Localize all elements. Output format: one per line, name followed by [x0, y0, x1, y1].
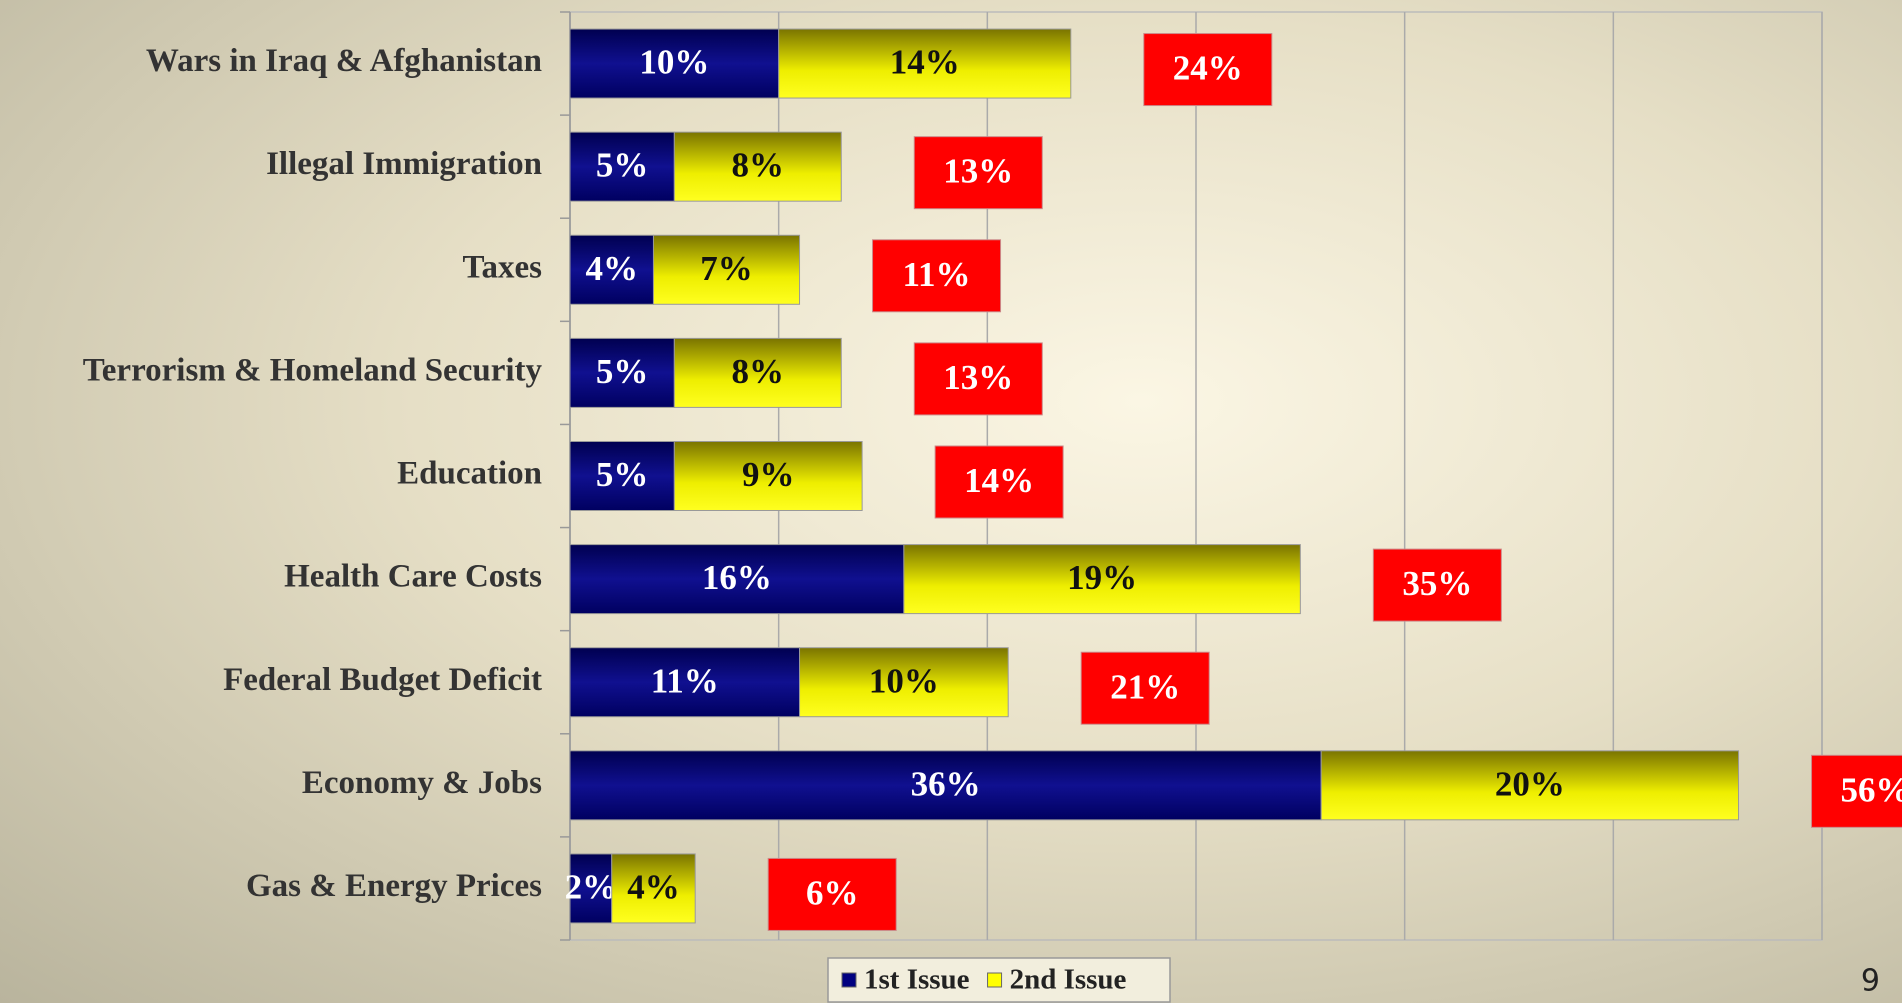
value-label: 5%: [596, 146, 649, 185]
value-label: 4%: [585, 249, 638, 288]
bar-segment: [569, 647, 801, 718]
value-label: 8%: [732, 352, 785, 391]
bar-segment: [673, 131, 842, 202]
total-label: 35%: [1402, 564, 1472, 603]
total-box: [913, 342, 1043, 416]
page-number: 9: [1861, 964, 1880, 999]
total-box: [913, 136, 1043, 210]
total-label: 11%: [902, 255, 970, 294]
legend-label: 1st Issue: [864, 964, 970, 996]
bar-segment: [569, 337, 675, 408]
category-label: Taxes: [463, 249, 543, 285]
value-label: 19%: [1067, 558, 1137, 597]
total-label: 21%: [1110, 667, 1180, 706]
value-label: 10%: [869, 661, 939, 700]
value-label: 20%: [1495, 764, 1565, 803]
value-label: 9%: [742, 455, 795, 494]
bar-segment: [903, 544, 1301, 615]
total-label: 13%: [943, 152, 1013, 191]
total-label: 24%: [1173, 49, 1243, 88]
legend-swatch: [841, 972, 857, 988]
bar-segment: [652, 234, 801, 305]
bar-segment: [569, 853, 613, 924]
total-box: [1143, 33, 1273, 107]
total-label: 6%: [806, 873, 859, 912]
value-label: 7%: [700, 249, 753, 288]
total-box: [934, 445, 1064, 519]
value-label: 10%: [639, 43, 709, 82]
category-label: Illegal Immigration: [266, 146, 542, 182]
bar-segment: [799, 647, 1009, 718]
category-label: Gas & Energy Prices: [246, 868, 542, 904]
bar-segment: [611, 853, 696, 924]
value-label: 5%: [596, 455, 649, 494]
value-label: 4%: [627, 867, 680, 906]
value-label: 8%: [732, 146, 785, 185]
category-label: Education: [397, 456, 542, 492]
bar-segment: [569, 441, 675, 511]
category-label: Terrorism & Homeland Security: [83, 352, 543, 388]
bar-segment: [673, 337, 842, 408]
total-label: 56%: [1841, 770, 1902, 809]
value-label: 36%: [911, 764, 981, 803]
category-label: Health Care Costs: [284, 559, 542, 595]
value-label: 2%: [565, 867, 618, 906]
category-label: Federal Budget Deficit: [223, 662, 542, 698]
value-label: 5%: [596, 352, 649, 391]
total-box: [1811, 754, 1902, 828]
value-label: 16%: [702, 558, 772, 597]
legend-label: 2nd Issue: [1010, 964, 1127, 996]
value-label: 14%: [890, 43, 960, 82]
bar-segment: [569, 234, 654, 305]
bar-segment: [569, 131, 675, 202]
bar-segment: [569, 544, 905, 615]
total-label: 14%: [964, 461, 1034, 500]
bar-segment: [569, 750, 1322, 821]
total-box: [1080, 651, 1210, 725]
total-box: [767, 857, 897, 931]
total-box: [1372, 548, 1502, 622]
total-box: [872, 239, 1002, 313]
legend-swatch: [987, 972, 1003, 988]
total-label: 13%: [943, 358, 1013, 397]
value-label: 11%: [651, 661, 719, 700]
category-label: Wars in Iraq & Afghanistan: [146, 43, 542, 79]
category-label: Economy & Jobs: [302, 765, 542, 801]
bar-segment: [673, 441, 863, 511]
bar-segment: [778, 28, 1072, 99]
bar-segment: [1320, 750, 1740, 821]
